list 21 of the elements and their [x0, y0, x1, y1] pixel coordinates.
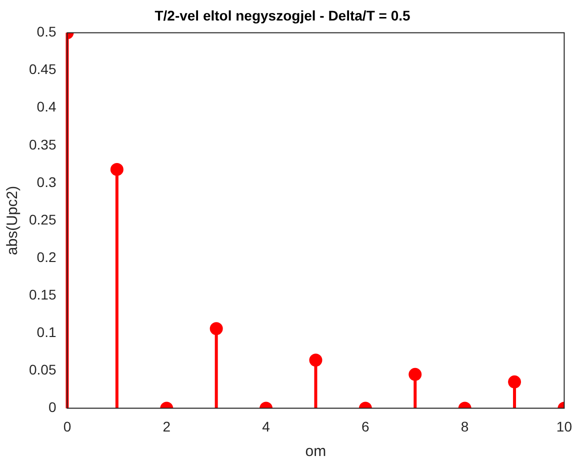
y-tick-label: 0.15 — [29, 286, 56, 302]
point — [110, 162, 124, 176]
y-tick-label: 0.5 — [36, 24, 56, 40]
x-tick-label: 2 — [162, 418, 171, 434]
y-tick-label: 0.1 — [36, 324, 56, 340]
x-tick-label: 10 — [556, 418, 572, 434]
x-tick-label: 6 — [362, 418, 370, 434]
x-tick-label: 4 — [262, 418, 270, 434]
y-tick-label: 0.45 — [29, 61, 56, 78]
y-tick-label: 0.4 — [36, 98, 56, 115]
y-tick-label: 0 — [48, 399, 56, 416]
y-tick-label: 0.35 — [29, 136, 56, 152]
y-tick-label: 0.2 — [36, 248, 56, 265]
x-tick-label: 8 — [460, 418, 469, 434]
y-axis-title: abs(Upc2) — [4, 186, 22, 256]
x-tick-label: 0 — [63, 418, 72, 434]
y-tick-label: 0.3 — [36, 174, 56, 190]
chart-title: T/2-vel eltol negyszogjel - Delta/T = 0.5 — [154, 7, 410, 24]
y-tick-label: 0.25 — [29, 211, 56, 228]
y-tick-label: 0.05 — [29, 362, 56, 378]
x-axis-title: om — [305, 443, 326, 460]
